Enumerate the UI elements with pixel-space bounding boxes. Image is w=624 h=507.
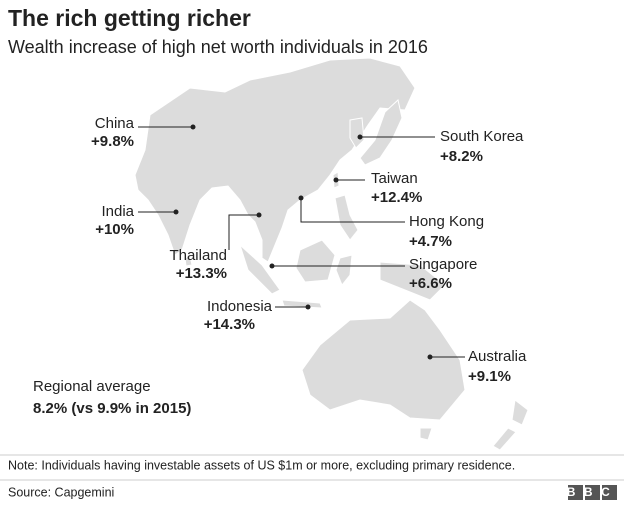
country-value: +6.6% <box>409 275 452 292</box>
country-name: Singapore <box>409 256 477 273</box>
country-name: China <box>95 115 135 132</box>
country-value: +8.2% <box>440 148 483 165</box>
country-value: +9.1% <box>468 368 511 385</box>
country-name: Australia <box>468 348 527 365</box>
title: The rich getting richer <box>8 5 251 31</box>
labels: China +9.8% South Korea +8.2% Taiwan +12… <box>91 115 527 385</box>
country-name: Hong Kong <box>409 213 484 230</box>
subtitle: Wealth increase of high net worth indivi… <box>8 37 428 57</box>
country-value: +13.3% <box>176 265 227 282</box>
country-name: India <box>101 203 134 220</box>
land-shapes <box>134 57 529 451</box>
source: Source: Capgemini <box>8 485 114 499</box>
country-value: +10% <box>95 221 134 238</box>
logo-text: BBC <box>567 485 619 499</box>
leader-lines <box>138 124 465 360</box>
country-value: +14.3% <box>204 316 255 333</box>
average-value: 8.2% (vs 9.9% in 2015) <box>33 400 191 417</box>
country-value: +4.7% <box>409 233 452 250</box>
country-name: Thailand <box>169 247 227 264</box>
bbc-logo: BBC <box>567 485 619 500</box>
country-name: Indonesia <box>207 298 273 315</box>
note: Note: Individuals having investable asse… <box>8 458 515 472</box>
average-label: Regional average <box>33 378 151 395</box>
country-value: +12.4% <box>371 189 422 206</box>
country-name: South Korea <box>440 128 524 145</box>
country-value: +9.8% <box>91 133 134 150</box>
country-name: Taiwan <box>371 170 418 187</box>
